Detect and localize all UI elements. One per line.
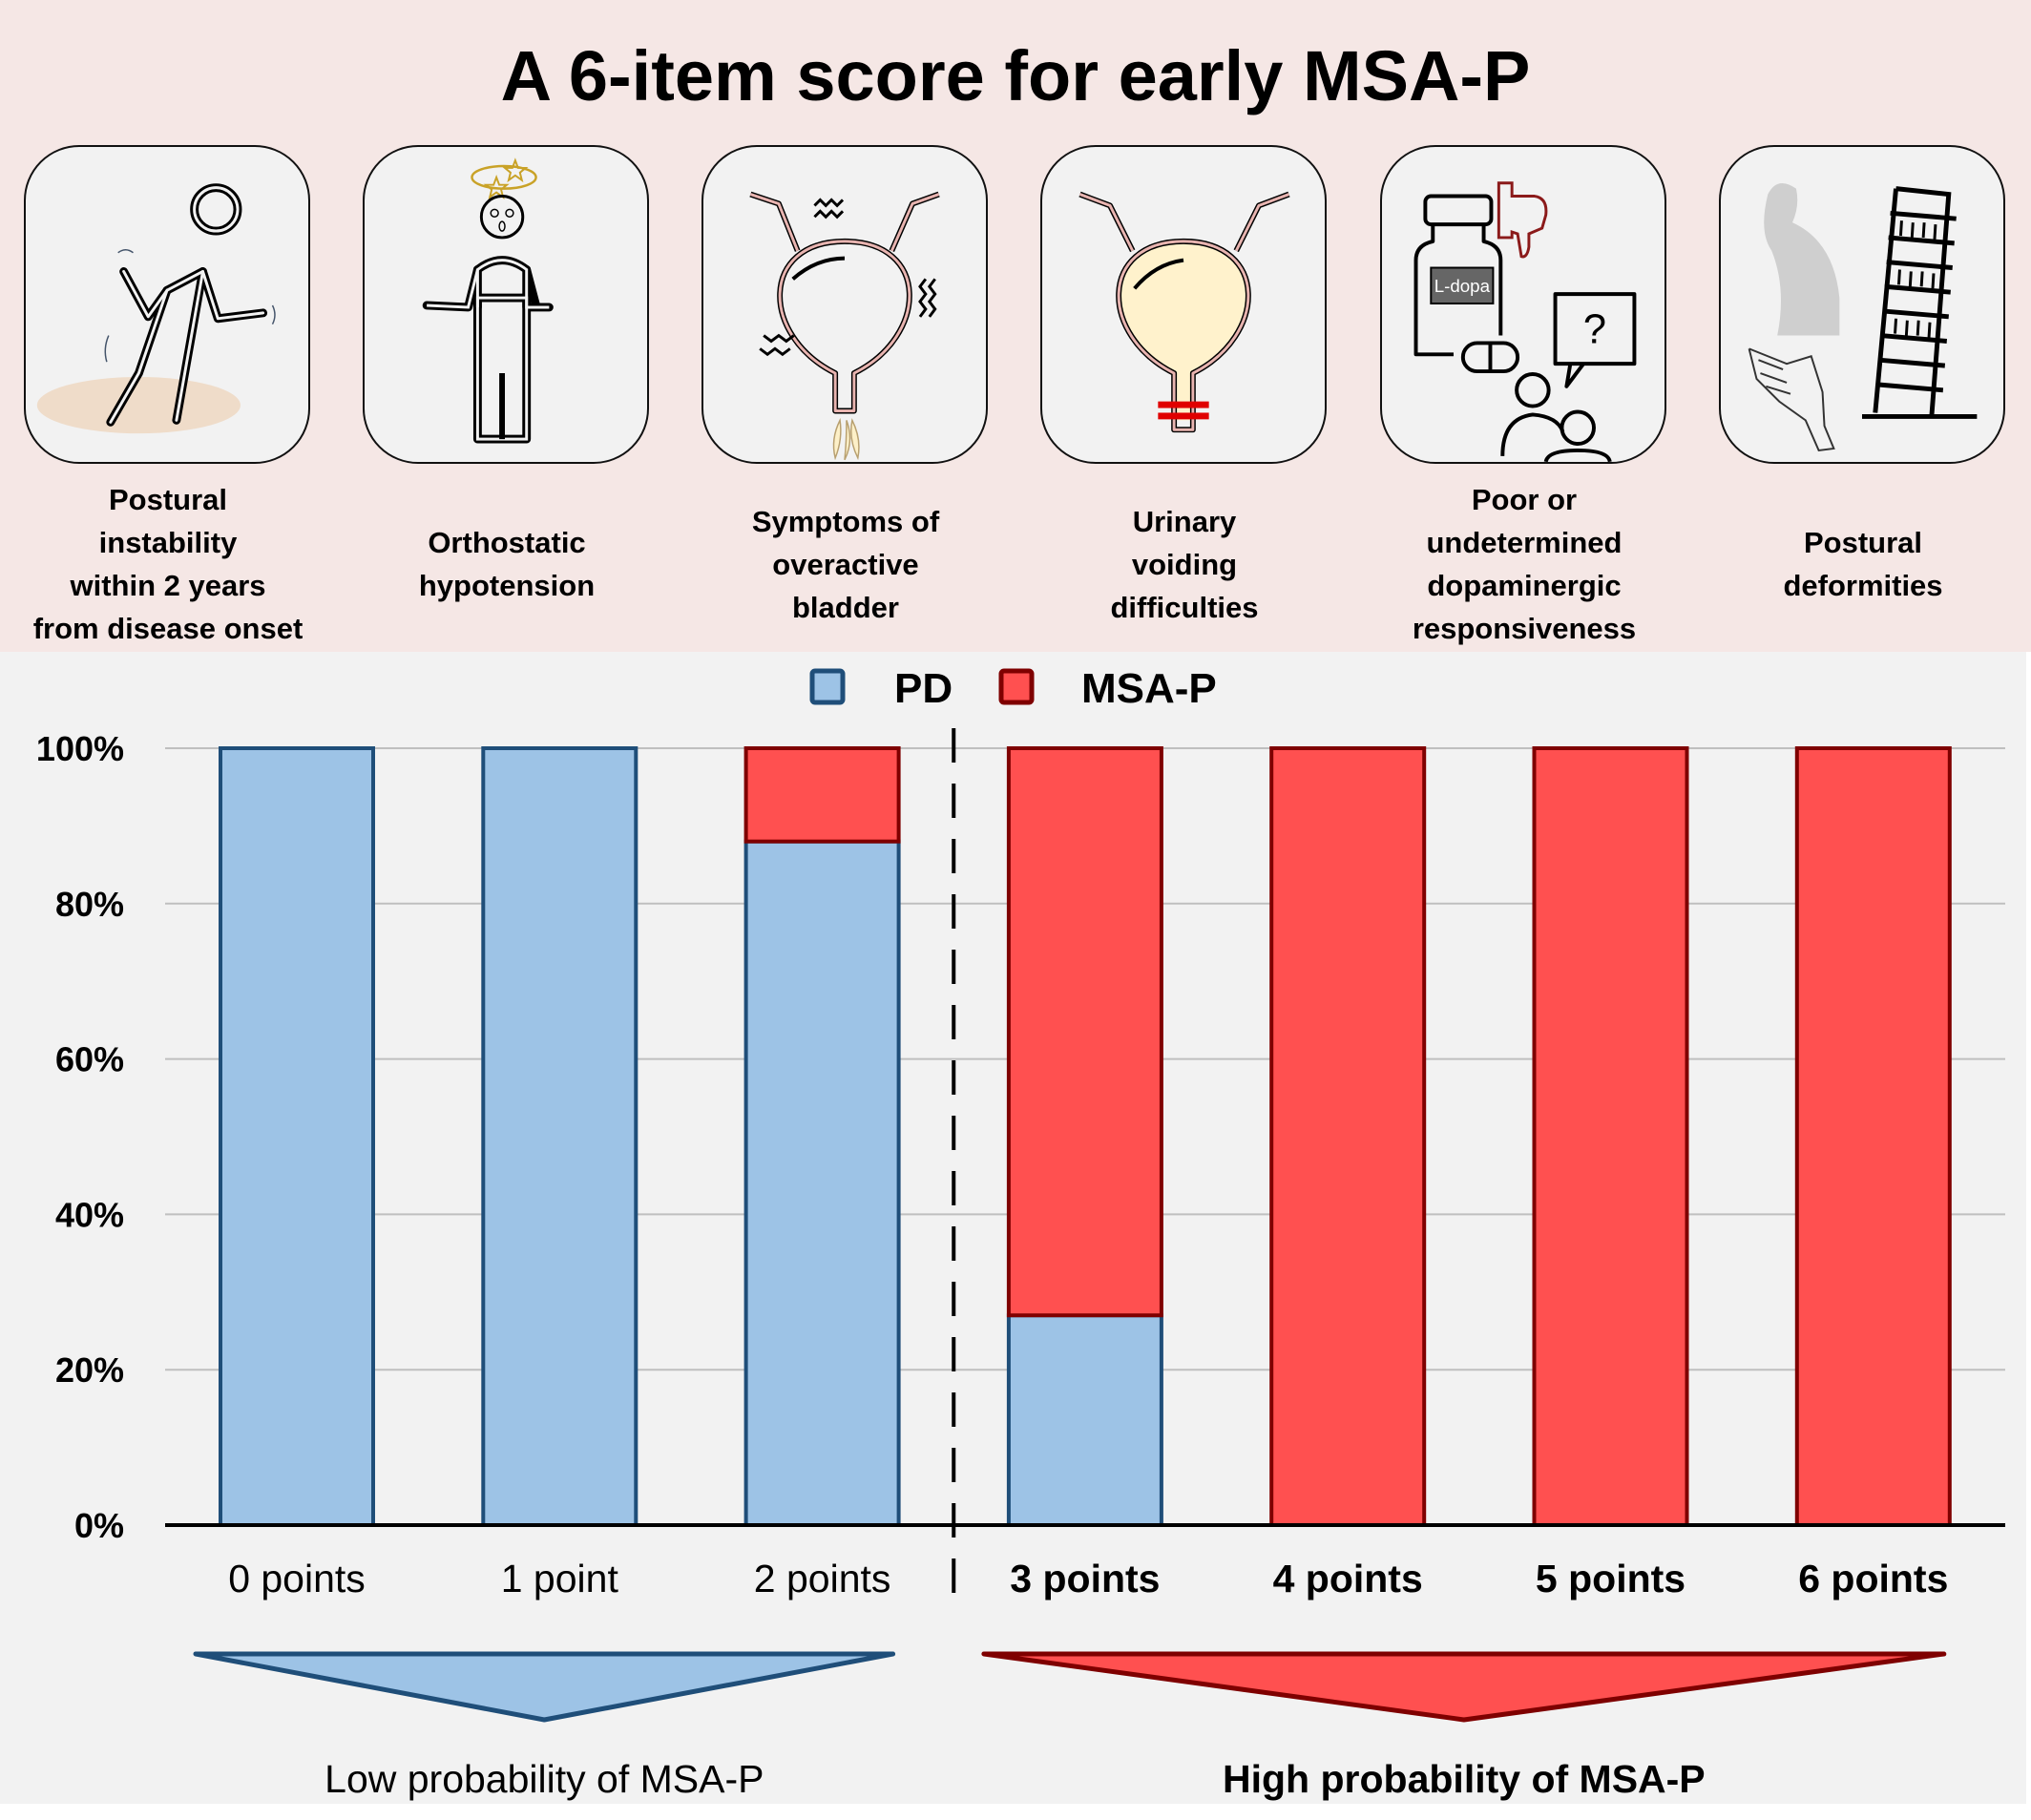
legend-label-msa-p: MSA-P <box>1081 665 1217 712</box>
bar-segment-pd <box>743 839 901 1527</box>
legend-swatch-msa-p <box>998 668 1035 705</box>
bar-segment-pd <box>481 746 639 1527</box>
criterion-card-urinary-voiding <box>1040 145 1327 464</box>
legend-swatch-pd <box>809 668 846 705</box>
overactive-bladder-icon <box>749 191 940 461</box>
bar-segment-msa-p <box>1794 746 1952 1527</box>
blocked-bladder-icon <box>1078 191 1290 433</box>
bar-segment-msa-p <box>1006 746 1163 1318</box>
criterion-card-orthostatic-hypotension <box>363 145 649 464</box>
criterion-label-orthostatic-hypotension: Orthostatic hypotension <box>418 526 596 602</box>
x-tick-label: 4 points <box>1273 1557 1423 1600</box>
criterion-card-overactive-bladder <box>701 145 988 464</box>
bar-segment-pd <box>219 746 375 1527</box>
criterion-card-dopaminergic-response: L-dopa ? <box>1380 145 1666 464</box>
x-tick-label: 3 points <box>1010 1557 1160 1600</box>
low-probability-arrow <box>193 1651 896 1723</box>
y-tick-label: 20% <box>55 1350 124 1390</box>
y-tick-label: 100% <box>36 729 124 768</box>
x-tick-label: 0 points <box>228 1557 366 1600</box>
legend-label-pd: PD <box>894 665 953 712</box>
leaning-tower-posture-icon <box>1748 182 1978 452</box>
bar-segment-msa-p <box>1532 746 1689 1527</box>
y-tick-label: 0% <box>74 1506 124 1545</box>
falling-person-icon <box>36 183 276 434</box>
ldopa-thumbs-down-icon: L-dopa ? <box>1413 181 1637 462</box>
question-mark: ? <box>1583 306 1606 352</box>
ldopa-label: L-dopa <box>1434 276 1491 296</box>
low-probability-label: Low probability of MSA-P <box>325 1757 764 1801</box>
bar-segment-msa-p <box>743 746 901 844</box>
criterion-label-postural-instability: Postural instability within 2 years from di… <box>32 483 304 645</box>
dizzy-person-icon <box>422 157 554 444</box>
y-tick-label: 80% <box>55 885 124 924</box>
bar-segment-msa-p <box>1269 746 1427 1527</box>
header-panel <box>0 0 2031 652</box>
x-tick-label: 1 point <box>501 1557 619 1600</box>
criterion-card-postural-instability <box>24 145 310 464</box>
high-probability-arrow <box>981 1651 1947 1723</box>
x-tick-label: 5 points <box>1536 1557 1686 1600</box>
y-tick-label: 40% <box>55 1195 124 1234</box>
criterion-label-dopaminergic-response: Poor or undetermined dopaminergic responsiv… <box>1412 483 1637 645</box>
x-tick-label: 2 points <box>754 1557 891 1600</box>
criterion-card-postural-deformities <box>1719 145 2005 464</box>
criterion-label-urinary-voiding: Urinary voiding difficulties <box>1110 504 1259 624</box>
x-tick-label: 6 points <box>1798 1557 1948 1600</box>
bar-segment-pd <box>1006 1313 1163 1527</box>
high-probability-label: High probability of MSA-P <box>1223 1757 1706 1801</box>
y-tick-label: 60% <box>55 1040 124 1079</box>
criterion-label-postural-deformities: Postural deformities <box>1783 526 1943 602</box>
criterion-label-overactive-bladder: Symptoms of overactive bladder <box>751 504 940 624</box>
page-title: A 6-item score for early MSA-P <box>500 36 1531 115</box>
